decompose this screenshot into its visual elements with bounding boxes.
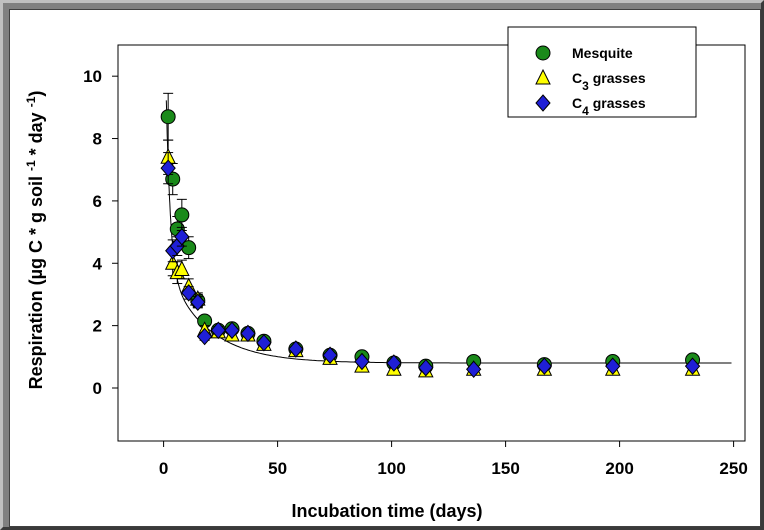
data-point — [605, 357, 621, 375]
data-point — [288, 340, 304, 358]
data-point — [210, 321, 226, 340]
data-point — [224, 321, 240, 340]
legend-marker — [535, 94, 551, 112]
y-tick-label: 0 — [93, 379, 102, 398]
data-point — [386, 354, 402, 372]
y-tick-label: 2 — [93, 317, 102, 336]
data-point — [190, 293, 206, 312]
data-point — [240, 324, 256, 343]
data-point — [181, 284, 197, 302]
x-tick-label: 150 — [491, 459, 519, 478]
data-point — [418, 358, 434, 377]
legend-label: C4 grasses — [572, 95, 646, 118]
data-point — [466, 360, 482, 379]
data-point — [256, 334, 272, 352]
data-point — [536, 357, 553, 375]
x-tick-label: 200 — [605, 459, 633, 478]
legend-label: Mesquite — [572, 45, 633, 61]
legend-marker — [535, 68, 551, 85]
data-point — [196, 327, 213, 346]
data-point — [160, 109, 176, 125]
data-point — [174, 207, 190, 223]
data-point — [174, 260, 190, 277]
legend-label: C3 grasses — [572, 70, 646, 93]
y-tick-label: 10 — [83, 67, 102, 86]
x-tick-label: 100 — [377, 459, 405, 478]
x-tick-label: 50 — [268, 459, 287, 478]
data-point — [684, 357, 701, 375]
x-axis-title: Incubation time (days) — [291, 501, 482, 521]
data-point — [160, 159, 176, 177]
series-layer — [160, 92, 701, 379]
y-tick-label: 8 — [93, 130, 102, 149]
data-point — [174, 228, 190, 246]
series-diamond — [160, 152, 701, 379]
y-tick-label: 4 — [93, 254, 103, 273]
data-point — [322, 346, 338, 365]
data-point — [354, 352, 370, 371]
y-axis: 0 2 4 6 8 10 — [83, 67, 118, 398]
x-tick-label: 0 — [159, 459, 168, 478]
y-tick-label: 6 — [93, 192, 102, 211]
legend-marker — [535, 45, 551, 61]
x-axis: 0 50 100 150 200 250 — [159, 441, 748, 478]
y-axis-title: Respiration (µg C * g soil -1 * day -1) — [24, 91, 46, 390]
x-tick-label: 250 — [719, 459, 747, 478]
